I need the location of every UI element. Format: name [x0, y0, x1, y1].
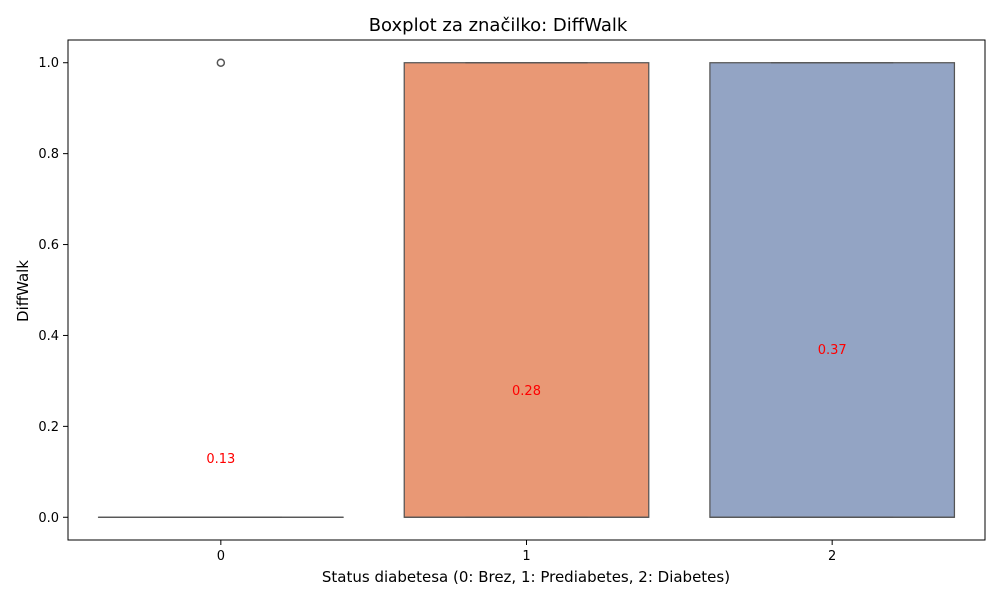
outlier-point-0-0: [216, 58, 226, 67]
x-tick-label: 2: [828, 549, 836, 564]
y-tick-label: 0.0: [38, 511, 59, 526]
y-tick-label: 0.2: [38, 420, 59, 435]
y-tick-label: 0.8: [38, 147, 59, 162]
y-tick-label: 1.0: [38, 56, 59, 71]
mean-label-0: 0.13: [206, 452, 235, 467]
y-tick-label: 0.6: [38, 238, 59, 253]
box-2: [709, 62, 956, 518]
y-axis-label: DiffWalk: [14, 260, 32, 322]
box-1: [403, 62, 650, 518]
mean-label-1: 0.28: [512, 384, 541, 399]
y-tick-label: 0.4: [38, 329, 59, 344]
x-tick-label: 0: [217, 549, 225, 564]
chart-title: Boxplot za značilko: DiffWalk: [369, 15, 628, 36]
x-axis-label: Status diabetesa (0: Brez, 1: Prediabete…: [322, 568, 730, 586]
mean-label-2: 0.37: [818, 343, 847, 358]
plot-area: 0.13 0.28 0.37 0.0 0.2 0.4 0.6 0.8 1.0 0 1 2: [38, 39, 986, 564]
x-tick-label: 1: [522, 549, 530, 564]
